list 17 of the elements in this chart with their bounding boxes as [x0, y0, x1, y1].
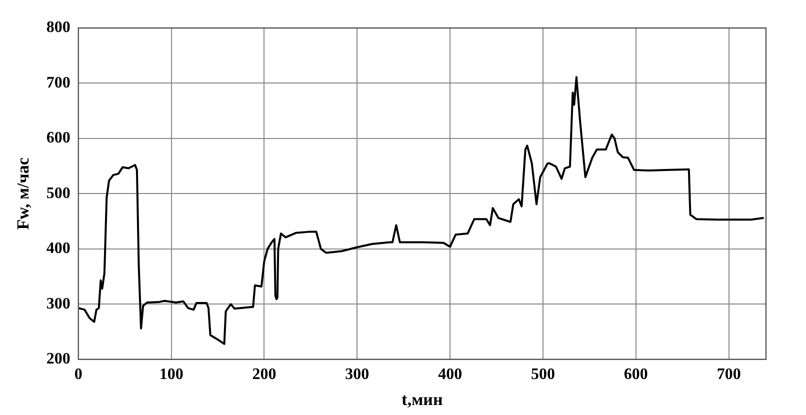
- y-tick-label: 400: [46, 240, 70, 258]
- y-tick-label: 200: [46, 350, 70, 368]
- x-tick-label: 700: [716, 366, 741, 384]
- y-tick-label: 300: [46, 295, 70, 312]
- y-tick-label: 600: [46, 130, 70, 147]
- x-tick-label: 500: [530, 366, 555, 384]
- x-tick-label: 200: [252, 366, 276, 384]
- x-axis-title: t,мин: [402, 390, 443, 410]
- x-tick-label: 300: [345, 366, 370, 384]
- x-tick-label: 0: [74, 366, 82, 384]
- y-tick-label: 800: [46, 19, 70, 36]
- y-axis-title: Fw, м/час: [14, 157, 33, 230]
- x-tick-label: 400: [438, 366, 462, 384]
- y-tick-label: 500: [46, 184, 70, 202]
- x-tick-label: 600: [624, 366, 648, 384]
- x-tick-label: 100: [159, 366, 184, 384]
- y-tick-label: 700: [46, 74, 70, 92]
